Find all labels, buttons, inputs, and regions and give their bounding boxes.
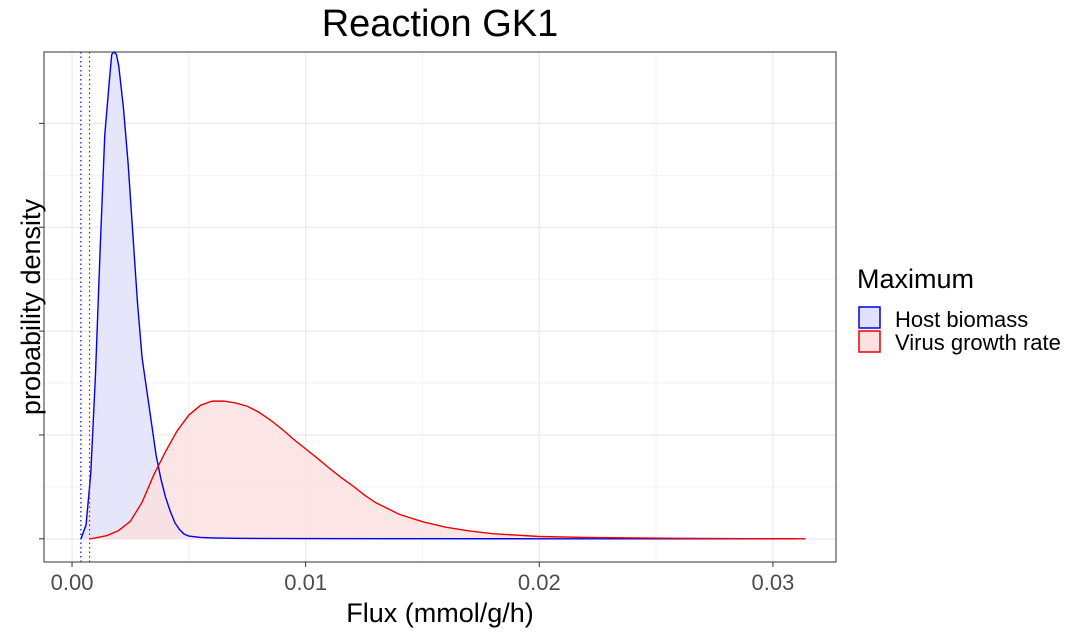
x-tick-label: 0.02 [518,570,561,595]
density-lines [80,51,806,540]
x-tick-label: 0.00 [51,570,94,595]
legend-key-virus-growth-rate [858,330,881,353]
plot-panel-border [43,51,837,563]
legend-label-virus-growth-rate: Virus growth rate [895,330,1061,355]
x-tick-label: 0.01 [284,570,327,595]
x-axis-title: Flux (mmol/g/h) [346,598,534,628]
legend-label-host-biomass: Host biomass [895,307,1028,332]
density-area-virus-growth-rate [89,401,806,539]
legend-key-host-biomass [858,306,881,329]
density-line-host-biomass [80,51,797,540]
x-tick-label: 0.03 [752,570,795,595]
density-areas [80,52,806,539]
density-line-virus-growth-rate [89,400,806,540]
y-axis-ticks [39,122,44,540]
y-axis-title: probability density [16,198,46,415]
x-axis-ticks: 0.00 0.01 0.02 0.03 [51,562,795,595]
legend-title: Maximum [857,264,974,294]
legend: Maximum Host biomass Virus growth rate [857,264,1061,355]
vertical-reference-lines [80,52,91,562]
chart-title: Reaction GK1 [322,3,559,45]
